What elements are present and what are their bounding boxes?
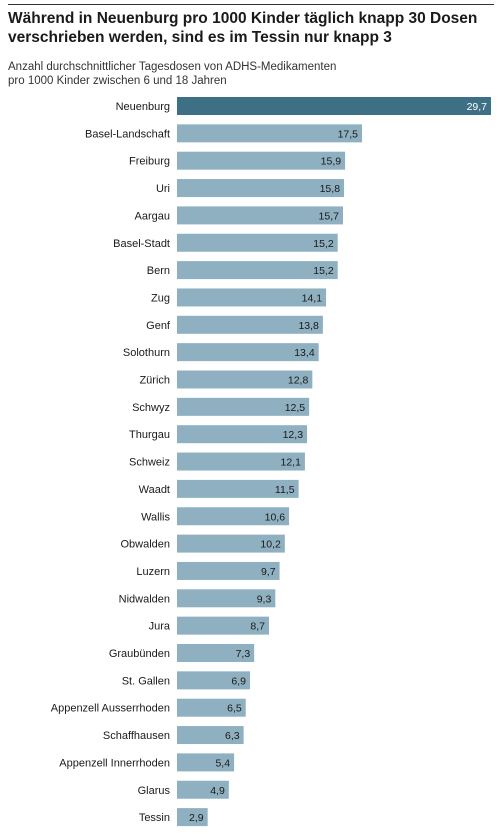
value-label: 12,5 [285,402,306,414]
category-label: Appenzell Ausserrhoden [51,703,170,715]
bar [177,261,338,280]
category-label: Schaffhausen [103,730,170,742]
value-label: 9,7 [261,566,276,578]
category-label: Genf [146,320,171,332]
bar [177,507,290,526]
value-label: 6,9 [231,675,246,687]
bar [177,315,323,334]
value-label: 13,4 [294,347,315,359]
category-label: Schweiz [129,457,170,469]
value-label: 6,5 [227,703,242,715]
bar [177,671,250,690]
bar [177,589,276,608]
value-label: 10,6 [265,511,286,523]
category-label: Basel-Landschaft [85,128,170,140]
category-label: Jura [149,621,171,633]
bar [177,726,244,745]
category-label: Glarus [138,785,171,797]
chart-subtitle: Anzahl durchschnittlicher Tagesdosen von… [8,60,494,88]
value-label: 15,7 [319,210,340,222]
value-label: 10,2 [260,539,281,551]
bar [177,206,343,225]
category-label: Wallis [141,511,170,523]
value-label: 13,8 [298,320,319,332]
bar [177,97,491,115]
bar [177,151,346,170]
value-label: 11,5 [275,484,295,496]
category-label: Waadt [139,484,170,496]
category-label: Appenzell Innerrhoden [59,757,170,769]
category-label: Nidwalden [119,593,170,605]
category-label: Basel-Stadt [113,238,170,250]
value-label: 15,2 [313,238,334,250]
bar [177,616,269,635]
category-label: Zug [151,292,170,304]
value-label: 8,7 [250,621,265,633]
bar [177,808,208,827]
chart-subtitle-line-1: Anzahl durchschnittlicher Tagesdosen von… [8,61,337,73]
bar [177,425,308,444]
value-label: 17,5 [338,128,359,140]
category-label: Bern [147,265,170,277]
top-rule [8,4,494,5]
category-label: Uri [156,183,170,195]
chart-title-line-2: verschrieben werden, sind es im Tessin n… [8,29,392,46]
value-label: 6,3 [225,730,240,742]
chart-subtitle-line-2: pro 1000 Kinder zwischen 6 und 18 Jahren [8,75,227,87]
category-label: Thurgau [129,429,170,441]
value-label: 2,9 [189,812,204,824]
bar [177,698,246,717]
value-label: 15,8 [320,183,341,195]
bar [177,288,327,307]
category-label: Obwalden [120,539,170,551]
value-label: 7,3 [236,648,251,660]
value-label: 14,1 [302,292,323,304]
value-label: 12,3 [283,429,304,441]
value-label: 4,9 [210,785,225,797]
bar [177,343,319,362]
category-label: Solothurn [123,347,170,359]
chart-title-line-1: Während in Neuenburg pro 1000 Kinder täg… [8,10,478,27]
category-label: Neuenburg [116,101,170,113]
category-label: Freiburg [129,156,170,168]
category-label: St. Gallen [122,675,170,687]
value-label: 15,2 [313,265,334,277]
value-label: 5,4 [215,757,230,769]
bar [177,479,299,498]
chart-title: Während in Neuenburg pro 1000 Kinder täg… [8,9,494,47]
category-label: Tessin [139,812,170,824]
bar [177,753,235,772]
bar [177,233,338,252]
bar [177,397,310,416]
category-label: Luzern [136,566,170,578]
category-label: Schwyz [132,402,170,414]
bar [177,534,285,553]
value-label: 29,7 [467,101,488,113]
bar [177,179,345,198]
value-label: 9,3 [257,593,272,605]
bar [177,370,313,389]
category-label: Aargau [135,210,170,222]
bar [177,124,363,143]
value-label: 15,9 [321,156,342,168]
bar [177,561,280,580]
bar [177,644,255,662]
category-label: Graubünden [109,648,170,660]
category-label: Zürich [139,375,170,387]
bar [177,780,229,799]
value-label: 12,8 [288,375,309,387]
value-label: 12,1 [280,457,301,469]
bar [177,452,305,471]
